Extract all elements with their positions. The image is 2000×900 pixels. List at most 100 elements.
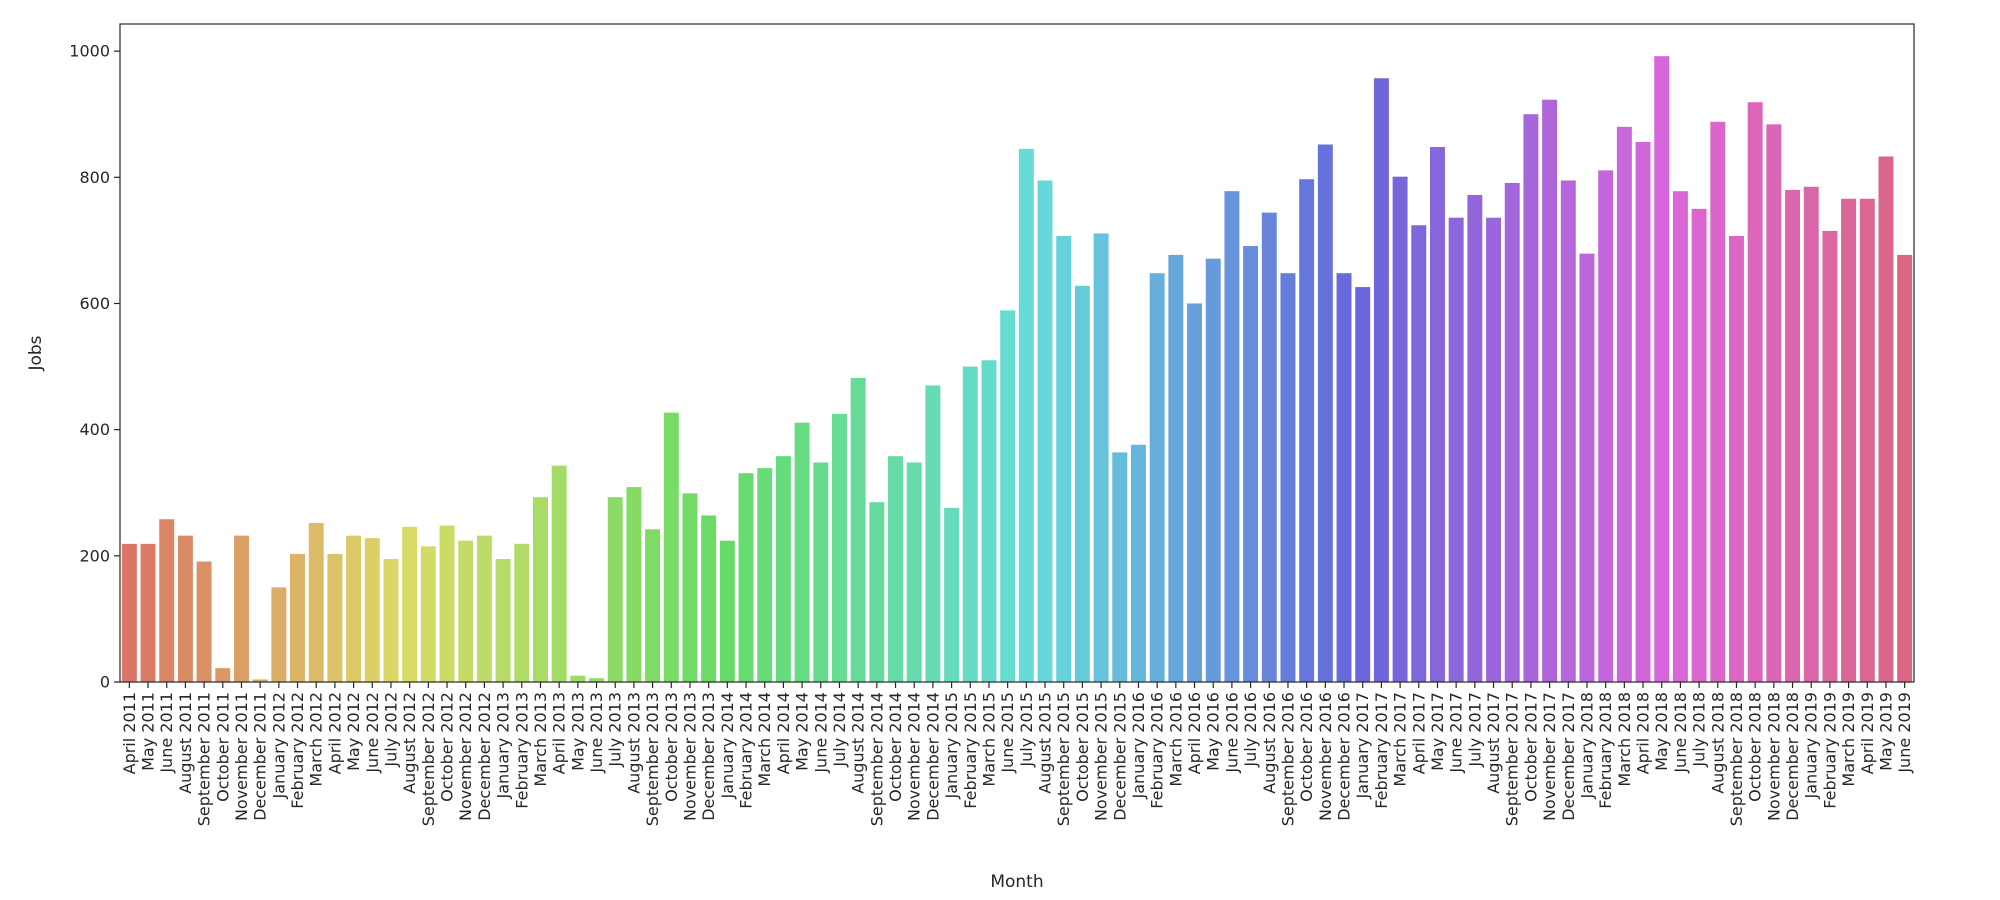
x-tick-label: November 2014 xyxy=(905,692,924,821)
bar xyxy=(1093,233,1109,683)
bar xyxy=(1187,303,1203,682)
bar xyxy=(1616,126,1632,682)
x-tick-label: August 2018 xyxy=(1708,692,1727,794)
x-tick-label: November 2015 xyxy=(1092,692,1111,821)
bar xyxy=(1056,235,1072,683)
bar xyxy=(271,587,287,682)
x-tick-label: September 2013 xyxy=(643,692,662,826)
y-tick-label: 800 xyxy=(79,168,110,187)
bar xyxy=(308,523,324,682)
y-tick-label: 200 xyxy=(79,546,110,565)
bar xyxy=(402,526,418,682)
x-tick-label: July 2014 xyxy=(830,692,849,768)
x-tick-label: January 2012 xyxy=(269,692,288,799)
x-tick-label: September 2016 xyxy=(1278,692,1297,826)
x-tick-label: April 2019 xyxy=(1858,692,1877,774)
x-tick-label: January 2015 xyxy=(942,692,961,799)
x-tick-label: September 2015 xyxy=(1054,692,1073,826)
bar xyxy=(1467,194,1483,683)
bar xyxy=(1130,444,1146,682)
bar xyxy=(1037,180,1053,683)
x-tick-label: May 2016 xyxy=(1204,692,1223,771)
x-tick-label: July 2015 xyxy=(1017,692,1036,768)
x-axis: April 2011 May 2011 June 2011 August 2011 Se… xyxy=(120,682,1914,826)
bar xyxy=(719,540,735,682)
bar xyxy=(1373,78,1389,683)
x-tick-label: April 2013 xyxy=(550,692,569,774)
x-tick-label: February 2013 xyxy=(512,692,531,809)
bar xyxy=(1672,191,1688,682)
axes-frame xyxy=(119,23,1915,683)
x-tick-label: September 2012 xyxy=(419,692,438,826)
bar xyxy=(1261,212,1277,683)
bar xyxy=(1710,121,1726,683)
x-tick-label: June 2017 xyxy=(1447,692,1466,774)
bar xyxy=(570,675,586,682)
bar xyxy=(1523,114,1539,682)
x-tick-label: March 2017 xyxy=(1391,692,1410,787)
x-tick-label: February 2018 xyxy=(1596,692,1615,809)
x-tick-label: December 2017 xyxy=(1559,692,1578,821)
x-tick-label: February 2012 xyxy=(288,692,307,809)
bar xyxy=(439,525,455,682)
bar xyxy=(495,558,511,682)
bar xyxy=(888,456,904,682)
bar xyxy=(1317,144,1333,682)
bar xyxy=(364,538,380,682)
bar xyxy=(1000,310,1016,682)
bar xyxy=(1560,180,1576,683)
bar xyxy=(1691,208,1707,682)
x-tick-label: January 2017 xyxy=(1353,692,1372,799)
x-tick-label: April 2017 xyxy=(1409,692,1428,774)
x-tick-label: October 2015 xyxy=(1073,692,1092,802)
x-tick-label: May 2011 xyxy=(139,692,158,771)
bar xyxy=(196,561,212,682)
bar xyxy=(1205,258,1221,682)
x-tick-label: July 2017 xyxy=(1465,692,1484,768)
bar xyxy=(1336,273,1352,682)
x-tick-label: January 2016 xyxy=(1129,692,1148,799)
bar xyxy=(831,413,847,682)
x-tick-label: February 2014 xyxy=(737,692,756,809)
x-tick-label: March 2012 xyxy=(307,692,326,787)
x-tick-label: February 2019 xyxy=(1820,692,1839,809)
bar xyxy=(1224,191,1240,682)
y-axis-label: Jobs xyxy=(26,335,46,371)
x-tick-label: November 2016 xyxy=(1316,692,1335,821)
x-tick-label: March 2019 xyxy=(1839,692,1858,787)
bar xyxy=(682,493,698,682)
bar xyxy=(850,377,866,682)
bar xyxy=(383,558,399,682)
bar xyxy=(1112,452,1128,682)
bar xyxy=(906,462,922,682)
bar xyxy=(1504,182,1520,682)
bar xyxy=(1747,102,1763,682)
x-tick-label: May 2017 xyxy=(1428,692,1447,771)
x-tick-label: November 2013 xyxy=(680,692,699,821)
bar xyxy=(420,546,436,682)
x-tick-label: August 2015 xyxy=(1036,692,1055,794)
x-tick-label: November 2018 xyxy=(1764,692,1783,821)
bar xyxy=(738,473,754,682)
bar xyxy=(1803,186,1819,682)
bar xyxy=(1018,148,1034,683)
x-tick-label: August 2011 xyxy=(176,692,195,794)
x-tick-label: August 2017 xyxy=(1484,692,1503,794)
bar xyxy=(1411,225,1427,682)
bar xyxy=(514,543,530,682)
x-tick-label: March 2018 xyxy=(1615,692,1634,787)
bar xyxy=(177,535,193,682)
bar xyxy=(1429,147,1445,682)
x-tick-label: October 2011 xyxy=(213,692,232,802)
x-tick-label: March 2013 xyxy=(531,692,550,787)
y-tick-label: 400 xyxy=(79,420,110,439)
x-tick-label: May 2019 xyxy=(1876,692,1895,771)
bar xyxy=(1598,170,1614,682)
bar xyxy=(327,553,343,682)
x-tick-label: March 2016 xyxy=(1166,692,1185,787)
x-tick-label: September 2014 xyxy=(867,692,886,826)
x-tick-label: June 2014 xyxy=(811,692,830,774)
bar xyxy=(1542,99,1558,682)
y-tick-label: 600 xyxy=(79,294,110,313)
